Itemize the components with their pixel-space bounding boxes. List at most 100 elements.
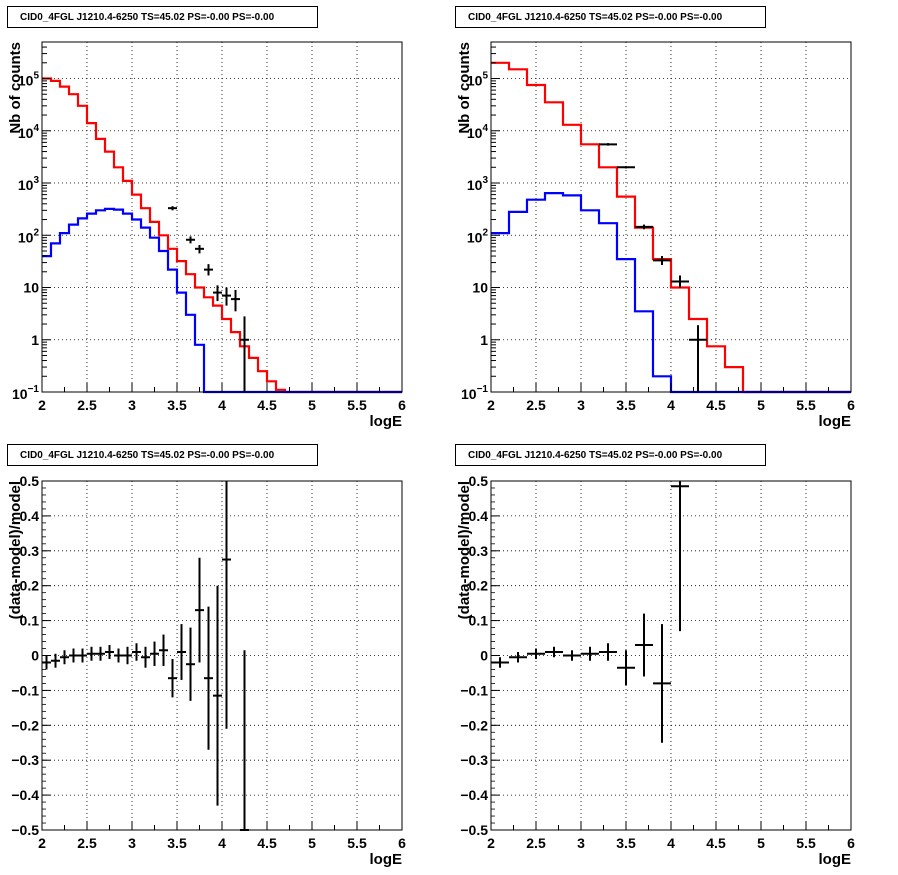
y-tick-label: 0.1 (20, 613, 40, 629)
data-point (204, 264, 213, 276)
data-point (168, 206, 177, 211)
y-tick-label: 0.1 (469, 613, 489, 629)
y-tick-label: 0 (480, 648, 488, 664)
x-tick-label: 3.5 (167, 835, 187, 851)
y-tick-label: 103 (18, 175, 40, 193)
x-tick-label: 3 (128, 835, 136, 851)
x-tick-label: 2.5 (526, 397, 546, 413)
x-tick-label: 5.5 (347, 835, 367, 851)
data-point (213, 585, 222, 806)
y-tick-label: 0 (31, 648, 39, 664)
data-point (653, 624, 671, 743)
panel-title-bottom-left: CID0_4FGL J1210.4-6250 TS=45.02 PS=-0.00… (7, 444, 318, 466)
y-tick-label: 103 (467, 175, 489, 193)
y-tick-label: −0.5 (11, 822, 39, 838)
data-point (599, 643, 617, 661)
y-tick-label: 10 (472, 280, 488, 296)
x-tick-label: 3 (128, 397, 136, 413)
y-tick-label: 102 (467, 227, 489, 245)
y-axis-label: Nb of counts (456, 42, 473, 134)
data-point (240, 316, 249, 392)
x-tick-label: 2 (38, 397, 46, 413)
panel-0: 2 2.5 3 3.5 4 4.5 5 5.5 6 10−1 1 10 102 103 104 105 logE… (7, 41, 406, 430)
y-axis-label: Nb of counts (7, 42, 24, 134)
y-tick-label: 0.2 (20, 578, 40, 594)
x-tick-label: 5.5 (796, 397, 816, 413)
data-point (653, 256, 671, 265)
y-tick-label: −0.3 (11, 752, 39, 768)
panel-title-bottom-right: CID0_4FGL J1210.4-6250 TS=45.02 PS=-0.00… (455, 444, 766, 466)
data-point (222, 287, 231, 306)
data-point (141, 646, 150, 668)
panel-title-top-right: CID0_4FGL J1210.4-6250 TS=45.02 PS=-0.00… (455, 6, 766, 28)
x-tick-label: 4 (667, 835, 675, 851)
y-axis-label: (data-model)/model (456, 481, 473, 619)
panel-title-top-left: CID0_4FGL J1210.4-6250 TS=45.02 PS=-0.00… (7, 6, 318, 28)
data-point (114, 648, 123, 663)
data-point (51, 653, 60, 668)
data-point (635, 224, 653, 230)
data-point (159, 634, 168, 666)
x-tick-label: 2.5 (77, 835, 97, 851)
y-tick-label: 0.5 (469, 473, 489, 489)
x-tick-label: 2 (487, 835, 495, 851)
y-tick-label: 0.3 (20, 543, 40, 559)
data-point (545, 646, 563, 658)
data-point (240, 650, 249, 831)
y-tick-label: 0.4 (469, 508, 489, 524)
data-point (105, 645, 114, 659)
x-tick-label: 2 (38, 835, 46, 851)
y-tick-label: −0.2 (11, 717, 39, 733)
x-tick-label: 3.5 (616, 397, 636, 413)
x-tick-label: 6 (398, 397, 406, 413)
x-tick-label: 6 (847, 397, 855, 413)
y-tick-label: −0.5 (460, 822, 488, 838)
y-tick-label: 0.3 (469, 543, 489, 559)
y-tick-label: 104 (18, 123, 40, 141)
data-point (617, 166, 635, 169)
x-tick-label: 5 (757, 397, 765, 413)
y-tick-label: −0.1 (460, 682, 488, 698)
y-tick-label: 104 (467, 123, 489, 141)
x-axis-label: logE (370, 413, 403, 430)
y-tick-label: 105 (467, 71, 489, 89)
x-tick-label: 4.5 (257, 397, 277, 413)
data-point (60, 650, 69, 665)
data-point (509, 652, 527, 663)
data-point (195, 557, 204, 663)
panel-2: 2 2.5 3 3.5 4 4.5 5 5.5 6 −0.5 −0.4 −0.3 −0.2 −0.1 0 0.… (7, 473, 406, 868)
data-point (87, 646, 96, 661)
y-tick-label: −0.2 (460, 717, 488, 733)
data-point (635, 613, 653, 677)
data-point (231, 289, 240, 312)
data-point (213, 285, 222, 302)
x-tick-label: 2 (487, 397, 495, 413)
data-point (671, 481, 689, 632)
x-tick-label: 3 (577, 835, 585, 851)
x-tick-label: 4 (218, 835, 226, 851)
y-tick-label: −0.1 (11, 682, 39, 698)
data-point (69, 648, 78, 663)
x-tick-label: 2.5 (77, 397, 97, 413)
data-point (563, 650, 581, 661)
data-point (177, 624, 186, 680)
data-point (222, 481, 231, 729)
y-tick-label: 0.2 (469, 578, 489, 594)
data-point (581, 646, 599, 661)
x-axis-label: logE (819, 851, 852, 868)
x-tick-label: 4.5 (706, 835, 726, 851)
source-model-histogram (42, 207, 402, 394)
y-tick-label: 10−1 (12, 384, 39, 402)
x-tick-label: 4 (218, 397, 226, 413)
data-point (96, 646, 105, 661)
y-axis-label: (data-model)/model (7, 481, 24, 619)
x-tick-label: 3.5 (616, 835, 636, 851)
y-tick-label: 10 (23, 280, 39, 296)
data-point (186, 627, 195, 701)
data-point (204, 606, 213, 750)
data-point (195, 245, 204, 254)
x-tick-label: 3.5 (167, 397, 187, 413)
y-tick-label: 1 (480, 332, 488, 348)
y-tick-label: 0.5 (20, 473, 40, 489)
